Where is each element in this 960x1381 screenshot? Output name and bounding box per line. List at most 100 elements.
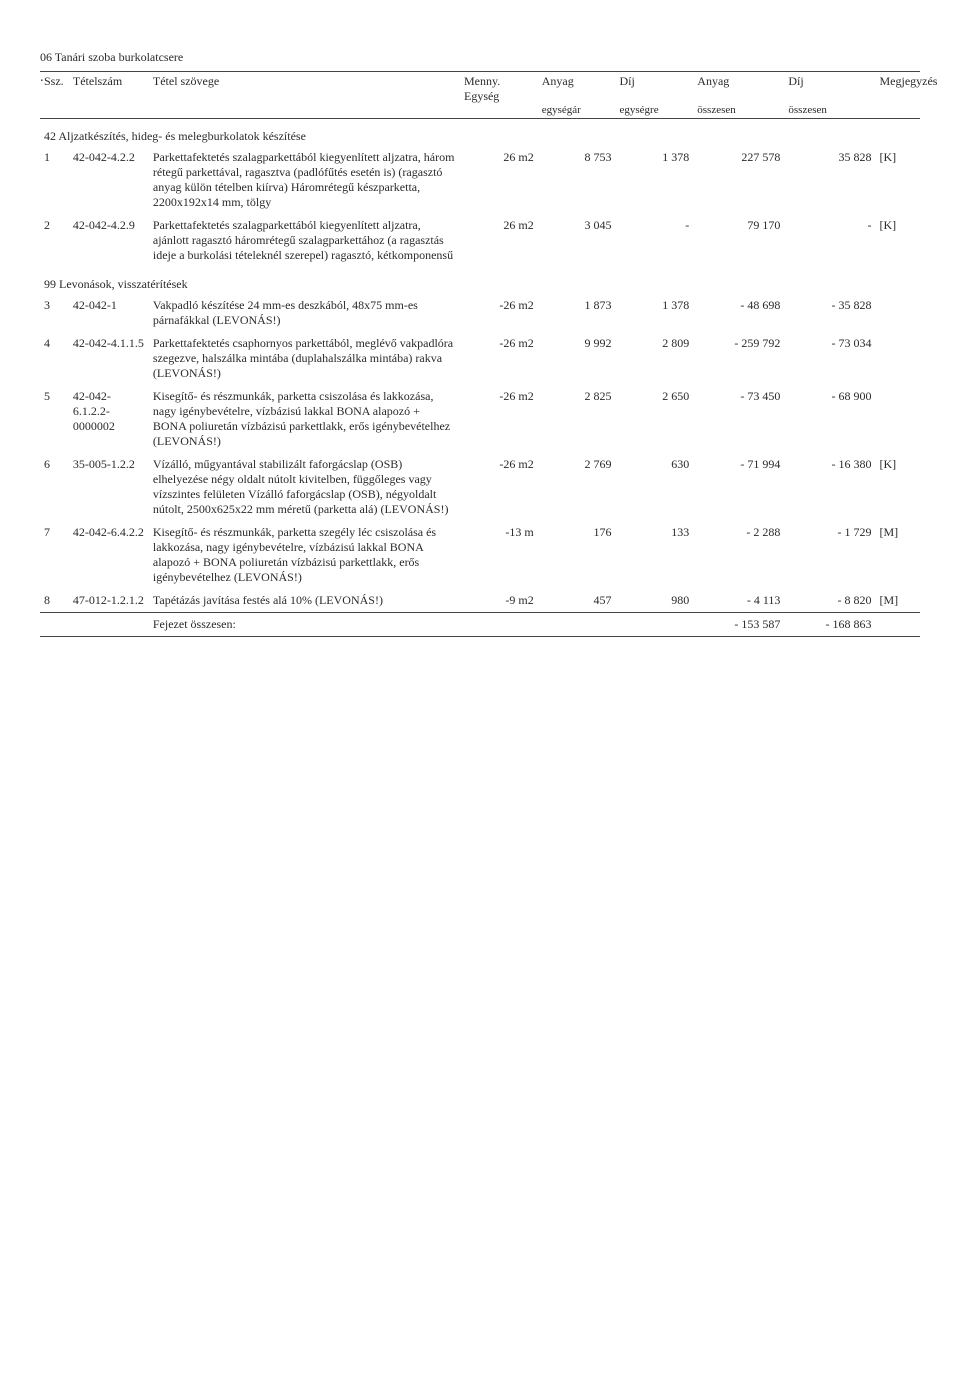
total-row: Fejezet összesen: - 153 587- 168 863 xyxy=(40,613,920,637)
cell-anyag-egysegar: 2 769 xyxy=(538,453,616,521)
section-heading: 99 Levonások, visszatérítések xyxy=(40,267,920,294)
cell-menny: 26 m2 xyxy=(460,146,538,214)
section-heading: 42 Aljzatkészítés, hideg- és melegburkol… xyxy=(40,119,920,147)
cell-dij-egysegre: 1 378 xyxy=(616,146,694,214)
cell-dij-osszesen: - xyxy=(784,214,875,267)
section-heading-row: 99 Levonások, visszatérítések xyxy=(40,267,920,294)
cell-text: Kisegítő- és részmunkák, parketta szegél… xyxy=(149,521,460,589)
cell-anyag-osszesen: - 71 994 xyxy=(693,453,784,521)
cell-megjegyzes xyxy=(876,294,921,332)
cell-dij-osszesen: - 68 900 xyxy=(784,385,875,453)
stray-dot: . xyxy=(40,70,44,86)
col-megjegyzes: Megjegyzés xyxy=(876,72,921,105)
cell-dij-osszesen: - 8 820 xyxy=(784,589,875,613)
cell-dij-osszesen: - 16 380 xyxy=(784,453,875,521)
cell-dij-egysegre: 1 378 xyxy=(616,294,694,332)
col-anyag-egysegar: Anyag xyxy=(538,72,616,105)
cell-ssz: 2 xyxy=(40,214,69,267)
cell-code: 42-042-6.1.2.2-0000002 xyxy=(69,385,149,453)
col-anyag-osszesen: Anyag xyxy=(693,72,784,105)
section-heading-row: 42 Aljzatkészítés, hideg- és melegburkol… xyxy=(40,119,920,147)
cell-ssz: 6 xyxy=(40,453,69,521)
cell-ssz: 8 xyxy=(40,589,69,613)
table-row: 242-042-4.2.9Parkettafektetés szalagpark… xyxy=(40,214,920,267)
cell-dij-egysegre: 980 xyxy=(616,589,694,613)
cell-anyag-egysegar: 8 753 xyxy=(538,146,616,214)
cell-dij-osszesen: - 1 729 xyxy=(784,521,875,589)
cell-menny: -26 m2 xyxy=(460,385,538,453)
cell-code: 42-042-4.2.9 xyxy=(69,214,149,267)
total-anyag-osszesen: - 153 587 xyxy=(693,613,784,637)
cell-code: 42-042-4.2.2 xyxy=(69,146,149,214)
col-dij-osszesen2: összesen xyxy=(784,104,875,119)
cell-megjegyzes xyxy=(876,332,921,385)
table-row: 635-005-1.2.2Vízálló, műgyantával stabil… xyxy=(40,453,920,521)
cell-ssz: 7 xyxy=(40,521,69,589)
col-anyag-osszesen2: összesen xyxy=(693,104,784,119)
cell-menny: -26 m2 xyxy=(460,294,538,332)
table-row: 742-042-6.4.2.2Kisegítő- és részmunkák, … xyxy=(40,521,920,589)
cell-anyag-egysegar: 3 045 xyxy=(538,214,616,267)
cell-menny: -26 m2 xyxy=(460,332,538,385)
table-row: 847-012-1.2.1.2Tapétázás javítása festés… xyxy=(40,589,920,613)
cell-anyag-egysegar: 176 xyxy=(538,521,616,589)
cell-anyag-osszesen: 79 170 xyxy=(693,214,784,267)
cell-text: Vízálló, műgyantával stabilizált faforgá… xyxy=(149,453,460,521)
total-label: Fejezet összesen: xyxy=(149,613,460,637)
col-anyag-egysegar2: egységár xyxy=(538,104,616,119)
cell-text: Kisegítő- és részmunkák, parketta csiszo… xyxy=(149,385,460,453)
table-row: 342-042-1Vakpadló készítése 24 mm-es des… xyxy=(40,294,920,332)
cell-ssz: 5 xyxy=(40,385,69,453)
cell-anyag-osszesen: - 259 792 xyxy=(693,332,784,385)
cell-text: Parkettafektetés szalagparkettából kiegy… xyxy=(149,214,460,267)
cell-anyag-osszesen: - 48 698 xyxy=(693,294,784,332)
total-dij-osszesen: - 168 863 xyxy=(784,613,875,637)
cell-menny: -26 m2 xyxy=(460,453,538,521)
cell-dij-osszesen: 35 828 xyxy=(784,146,875,214)
cell-anyag-osszesen: - 4 113 xyxy=(693,589,784,613)
cell-code: 47-012-1.2.1.2 xyxy=(69,589,149,613)
cell-menny: 26 m2 xyxy=(460,214,538,267)
cell-anyag-egysegar: 2 825 xyxy=(538,385,616,453)
cell-megjegyzes xyxy=(876,385,921,453)
col-tetelszoveg: Tétel szövege xyxy=(149,72,460,105)
cell-anyag-osszesen: - 2 288 xyxy=(693,521,784,589)
cost-table: Ssz. Tételszám Tétel szövege Menny. Egys… xyxy=(40,71,920,637)
cell-ssz: 1 xyxy=(40,146,69,214)
cell-menny: -9 m2 xyxy=(460,589,538,613)
col-menny-egyseg: Menny. Egység xyxy=(460,72,538,105)
cell-megjegyzes: [K] xyxy=(876,453,921,521)
col-egyseg-label: Egység xyxy=(464,89,499,103)
col-ssz: Ssz. xyxy=(40,72,69,105)
cell-megjegyzes: [M] xyxy=(876,589,921,613)
cell-anyag-egysegar: 9 992 xyxy=(538,332,616,385)
table-row: 542-042-6.1.2.2-0000002Kisegítő- és rész… xyxy=(40,385,920,453)
cell-dij-egysegre: 133 xyxy=(616,521,694,589)
cell-anyag-osszesen: - 73 450 xyxy=(693,385,784,453)
cell-megjegyzes: [K] xyxy=(876,214,921,267)
page-title: 06 Tanári szoba burkolatcsere xyxy=(40,50,920,65)
cell-dij-osszesen: - 73 034 xyxy=(784,332,875,385)
table-row: 142-042-4.2.2Parkettafektetés szalagpark… xyxy=(40,146,920,214)
cell-code: 42-042-1 xyxy=(69,294,149,332)
cell-anyag-egysegar: 1 873 xyxy=(538,294,616,332)
cell-menny: -13 m xyxy=(460,521,538,589)
cell-code: 42-042-6.4.2.2 xyxy=(69,521,149,589)
cell-dij-egysegre: 2 650 xyxy=(616,385,694,453)
col-menny-label: Menny. xyxy=(464,74,500,88)
cell-dij-egysegre: 2 809 xyxy=(616,332,694,385)
cell-anyag-osszesen: 227 578 xyxy=(693,146,784,214)
cell-anyag-egysegar: 457 xyxy=(538,589,616,613)
cell-text: Tapétázás javítása festés alá 10% (LEVON… xyxy=(149,589,460,613)
cell-text: Parkettafektetés csaphornyos parkettából… xyxy=(149,332,460,385)
table-row: 442-042-4.1.1.5Parkettafektetés csaphorn… xyxy=(40,332,920,385)
cell-megjegyzes: [K] xyxy=(876,146,921,214)
cell-ssz: 4 xyxy=(40,332,69,385)
col-dij-osszesen: Díj xyxy=(784,72,875,105)
cell-megjegyzes: [M] xyxy=(876,521,921,589)
cell-text: Parkettafektetés szalagparkettából kiegy… xyxy=(149,146,460,214)
col-dij-egysegre: Díj xyxy=(616,72,694,105)
cell-ssz: 3 xyxy=(40,294,69,332)
col-tetelszam: Tételszám xyxy=(69,72,149,105)
cell-code: 42-042-4.1.1.5 xyxy=(69,332,149,385)
